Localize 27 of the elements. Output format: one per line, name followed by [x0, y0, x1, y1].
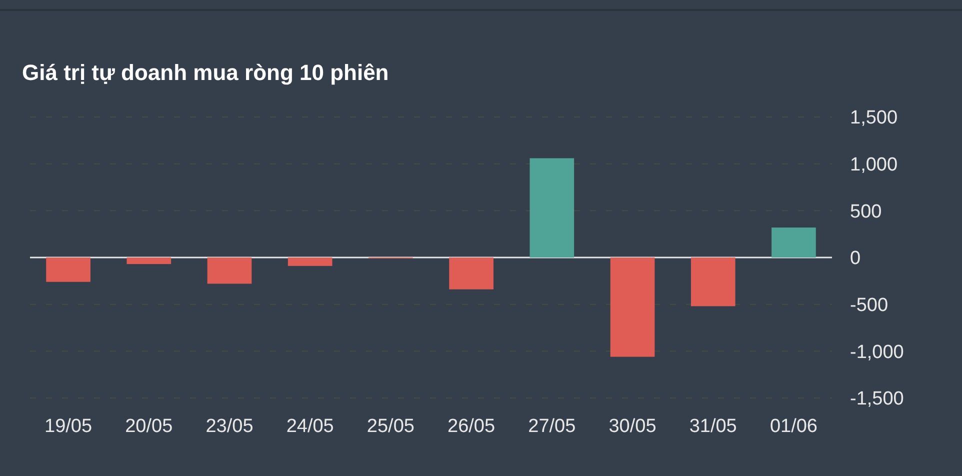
bar — [690, 258, 736, 306]
x-tick-label: 01/06 — [770, 416, 818, 437]
x-tick-label: 19/05 — [44, 416, 92, 437]
x-tick-label: 31/05 — [689, 416, 737, 437]
x-tick-label: 24/05 — [286, 416, 334, 437]
bar — [530, 158, 574, 258]
bar — [610, 258, 655, 357]
x-tick-label: 25/05 — [366, 416, 414, 437]
y-tick-label: 1,000 — [850, 154, 898, 176]
bar — [126, 258, 172, 264]
x-tick-label: 20/05 — [125, 416, 173, 437]
bar — [207, 258, 252, 284]
x-tick-label: 26/05 — [448, 416, 496, 437]
y-tick-label: 0 — [850, 248, 861, 270]
x-tick-label: 23/05 — [206, 416, 254, 437]
y-tick-label: 500 — [850, 201, 882, 222]
x-tick-label: 27/05 — [528, 416, 576, 437]
bar — [449, 258, 494, 290]
bar — [288, 258, 332, 266]
chart-title: Giá trị tự doanh mua ròng 10 phiên — [22, 60, 389, 85]
y-tick-label: -1,500 — [850, 388, 904, 410]
bar — [772, 228, 816, 258]
y-tick-label: -1,000 — [850, 342, 904, 363]
bar — [46, 258, 90, 282]
x-tick-label: 30/05 — [608, 416, 656, 437]
y-tick-label: 1,500 — [850, 108, 898, 129]
y-tick-label: -500 — [850, 294, 888, 316]
